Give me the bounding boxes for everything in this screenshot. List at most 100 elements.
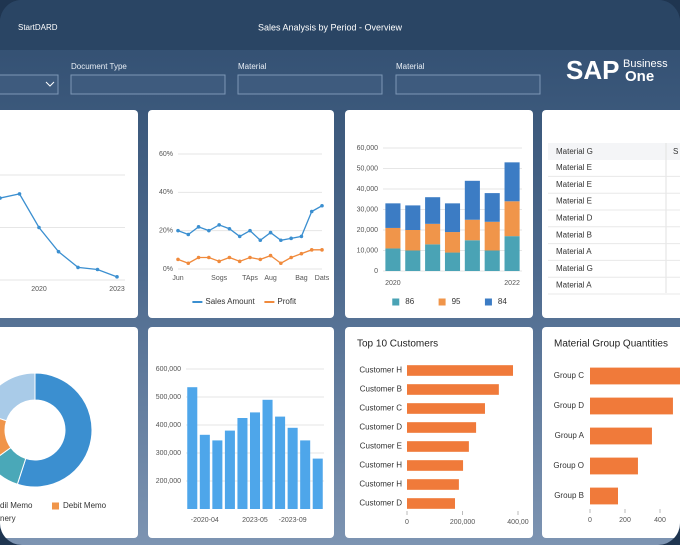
x-tick-label: 2022: [504, 280, 520, 287]
dropdown[interactable]: [0, 74, 59, 95]
x-tick-label: Sogs: [211, 275, 227, 282]
y-tick-label: 60%: [159, 151, 173, 158]
card: [0, 110, 138, 318]
y-tick-label: 20%: [159, 228, 173, 235]
bar: [199, 434, 210, 509]
app-name: StartDARD: [18, 23, 58, 32]
table-cell: Material A: [556, 247, 592, 256]
bar: [187, 387, 198, 509]
bar: [590, 487, 618, 505]
logo: SAP: [566, 55, 619, 85]
point: [289, 255, 293, 260]
table-header: S: [673, 147, 678, 156]
bar-segment: [444, 252, 461, 271]
bar: [590, 367, 680, 385]
y-tick-label: Customer D: [359, 499, 402, 508]
y-tick-label: Customer B: [360, 385, 402, 394]
x-tick-label: 2020: [385, 280, 401, 287]
point: [186, 232, 191, 237]
point: [320, 248, 324, 252]
y-tick-label: Group O: [553, 461, 584, 470]
filter-label: Document Type: [71, 62, 127, 71]
y-tick-label: Customer H: [359, 461, 402, 470]
bar: [407, 460, 464, 471]
y-tick-label: 400,000: [156, 422, 181, 429]
bar: [224, 430, 235, 509]
legend-label: 86: [405, 297, 414, 306]
point: [196, 255, 201, 260]
x-tick-label: Aug: [264, 275, 277, 282]
filter-input[interactable]: [70, 74, 226, 95]
bar-segment: [405, 230, 421, 251]
legend-label: 95: [452, 297, 461, 306]
card: [148, 110, 334, 318]
bar-segment: [385, 248, 401, 271]
y-tick-label: Customer H: [359, 366, 402, 375]
point: [320, 203, 324, 208]
point: [227, 255, 232, 260]
donut-slice: [0, 446, 27, 485]
point: [279, 261, 283, 266]
bar-segment: [405, 250, 421, 271]
bar: [590, 427, 652, 445]
point: [186, 261, 191, 266]
point: [299, 234, 304, 239]
point: [309, 248, 314, 252]
chart-title: Material Group Quantities: [554, 339, 668, 350]
legend-swatch: [438, 298, 446, 306]
point: [309, 209, 314, 214]
table-cell: Material G: [556, 264, 593, 273]
bar: [590, 457, 638, 475]
bar: [407, 479, 459, 490]
bar: [287, 427, 298, 509]
point: [299, 251, 304, 256]
x-tick-label: 200: [619, 517, 631, 524]
bar-segment: [484, 250, 500, 271]
filter-input[interactable]: [395, 74, 541, 95]
point: [217, 259, 221, 264]
point: [0, 196, 2, 200]
x-tick-label: 2020: [31, 286, 47, 293]
bar-segment: [504, 236, 520, 271]
x-tick-label: 400,00: [507, 519, 529, 526]
y-tick-label: Customer D: [359, 423, 402, 432]
x-tick-label: Jun: [172, 275, 183, 282]
filter-input[interactable]: [237, 74, 383, 95]
card: [542, 110, 680, 318]
y-tick-label: 40%: [159, 189, 173, 196]
x-tick-label: -2020-04: [191, 517, 219, 524]
point: [237, 259, 242, 264]
bar: [312, 458, 323, 509]
legend-label: dil Memo: [0, 501, 33, 510]
point: [76, 265, 80, 270]
x-tick-label: 2023: [109, 286, 125, 293]
point: [217, 223, 221, 227]
legend-label: nery: [0, 514, 16, 523]
bar: [407, 498, 456, 509]
legend-swatch: [392, 298, 400, 306]
point: [268, 230, 273, 235]
x-tick-label: Bag: [295, 275, 308, 282]
y-tick-label: Customer C: [359, 404, 402, 413]
point: [279, 238, 283, 243]
legend-label: Sales Amount: [205, 297, 255, 306]
filter-label: Material: [396, 62, 425, 71]
bar-segment: [444, 232, 461, 253]
point: [268, 253, 273, 258]
bar-segment: [444, 203, 461, 233]
bar: [262, 399, 273, 509]
bar: [237, 418, 248, 509]
legend-swatch: [52, 502, 59, 510]
bar: [407, 365, 514, 376]
logo-text: One: [625, 68, 654, 85]
bar-segment: [405, 205, 421, 230]
y-tick-label: 30,000: [357, 206, 379, 213]
point: [56, 249, 61, 254]
bar-segment: [385, 227, 401, 249]
y-tick-label: 200,000: [156, 478, 181, 485]
y-tick-label: 500,000: [156, 394, 181, 401]
point: [258, 238, 263, 243]
y-tick-label: 600,000: [156, 366, 181, 373]
bar: [212, 440, 223, 509]
legend-label: 84: [498, 297, 507, 306]
